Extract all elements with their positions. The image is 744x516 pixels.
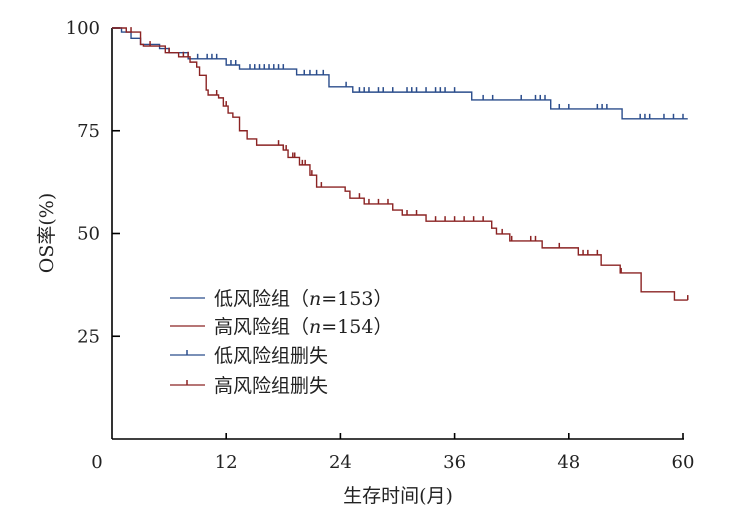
y-tick-label: 50 <box>77 224 100 245</box>
x-tick-label: 60 <box>672 452 695 473</box>
legend-label-low: 低风险组（n=153） <box>214 288 392 310</box>
x-tick-label: 48 <box>557 452 580 473</box>
legend-label-low-censored: 低风险组删失 <box>214 345 328 367</box>
x-tick-label: 24 <box>329 452 352 473</box>
x-tick-label: 12 <box>215 452 238 473</box>
legend-label-high-censored: 高风险组删失 <box>214 375 328 397</box>
y-tick-label: 100 <box>66 18 100 39</box>
axes <box>111 28 684 440</box>
x-tick-label: 36 <box>443 452 466 473</box>
low-risk-curve <box>112 27 688 120</box>
y-axis-label: OS率(%) <box>36 193 58 273</box>
high-risk-curve <box>112 27 688 301</box>
legend: 低风险组（n=153） 高风险组（n=154） 低风险组删失 高风险组删失 <box>170 288 392 397</box>
y-tick-label: 75 <box>77 121 100 142</box>
origin-label: 0 <box>91 452 102 473</box>
legend-label-high: 高风险组（n=154） <box>214 316 392 338</box>
x-axis-label: 生存时间(月) <box>343 485 453 507</box>
y-tick-label: 25 <box>77 326 100 347</box>
